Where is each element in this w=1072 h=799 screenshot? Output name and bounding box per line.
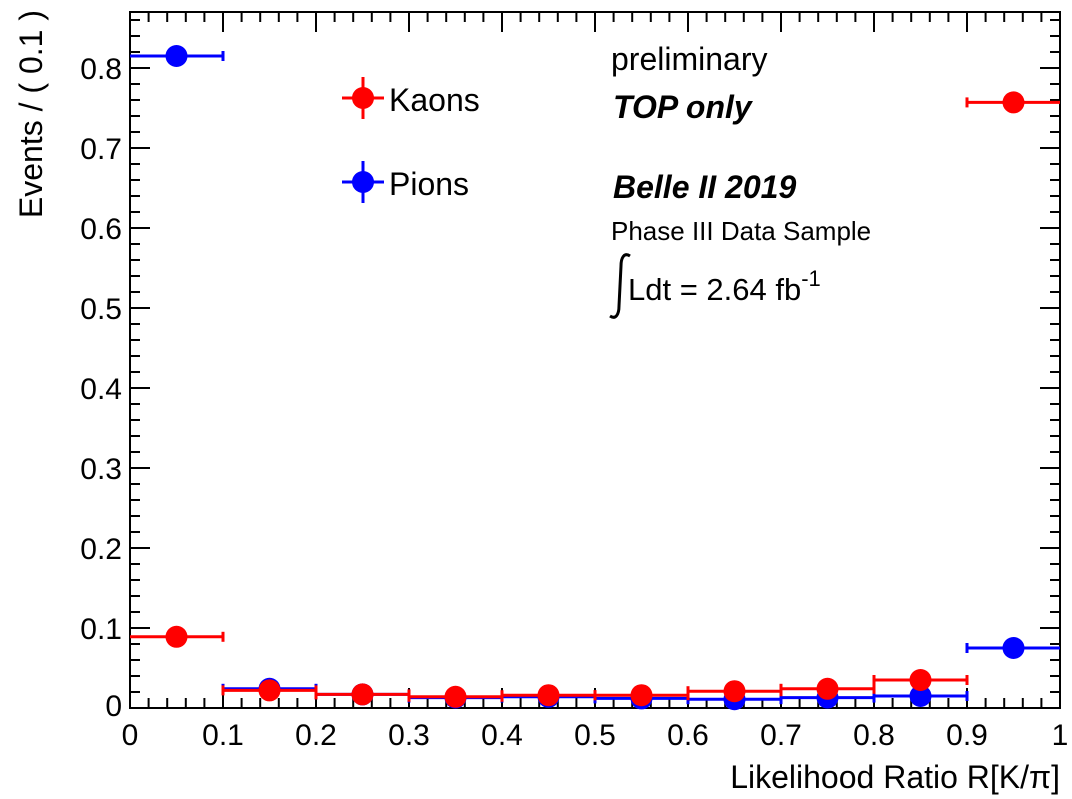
luminosity-exponent: -1 xyxy=(801,266,821,291)
kaons-point xyxy=(444,685,467,708)
y-tick-label: 0.6 xyxy=(80,213,122,246)
axis-ticks-group: 0 0.1 0.2 0.3 0.4 0.5 0.6 0.7 0.8 0.9 1 0 0.1 0.2 0.3 0… xyxy=(80,12,1068,752)
legend-pions-marker xyxy=(352,171,374,193)
legend-entry-pions: Pions xyxy=(342,161,469,203)
experiment-label: Belle II 2019 xyxy=(613,169,796,205)
legend: Kaons Pions xyxy=(342,77,480,203)
pions-point xyxy=(165,45,188,67)
legend-pions-label: Pions xyxy=(389,166,469,202)
kaons-point xyxy=(630,684,653,707)
y-tick-label: 0.4 xyxy=(80,373,122,406)
x-tick-label: 0.5 xyxy=(574,719,616,752)
kaons-point xyxy=(537,684,560,707)
x-tick-label: 0.2 xyxy=(295,719,337,752)
y-tick-label: 0 xyxy=(105,690,122,723)
y-tick-label: 0.3 xyxy=(80,453,122,486)
y-tick-label: 0.5 xyxy=(80,293,122,326)
pions-point xyxy=(909,685,932,707)
data-points-group xyxy=(130,45,1060,711)
legend-kaons-marker xyxy=(352,87,374,109)
x-tick-label: 0.8 xyxy=(853,719,895,752)
y-tick-label: 0.8 xyxy=(80,53,122,86)
kaons-point xyxy=(1002,91,1025,114)
integral-symbol xyxy=(609,253,631,319)
x-tick-label: 1 xyxy=(1052,719,1069,752)
y-axis-title: Events / ( 0.1 ) xyxy=(13,10,49,218)
x-tick-label: 0.1 xyxy=(202,719,244,752)
x-tick-label: 0 xyxy=(122,719,139,752)
legend-entry-kaons: Kaons xyxy=(342,77,480,119)
kaons-point xyxy=(723,680,746,703)
x-axis-title: Likelihood Ratio R[K/π] xyxy=(730,759,1060,795)
x-tick-label: 0.4 xyxy=(481,719,523,752)
plot-frame xyxy=(129,11,1061,709)
kaons-point xyxy=(258,679,281,702)
kaons-point xyxy=(909,669,932,691)
pions-point xyxy=(1002,637,1025,659)
x-tick-label: 0.3 xyxy=(388,719,430,752)
annotations: preliminary TOP only Belle II 2019 Phase… xyxy=(609,41,871,319)
kaons-point xyxy=(351,683,374,706)
x-tick-label: 0.6 xyxy=(667,719,709,752)
top-only-label: TOP only xyxy=(613,89,754,125)
kaons-point xyxy=(165,625,188,648)
luminosity-text: Ldt = 2.64 fb xyxy=(628,272,801,307)
y-tick-label: 0.2 xyxy=(80,533,122,566)
data-sample-label: Phase III Data Sample xyxy=(611,216,871,246)
kaons-point xyxy=(816,677,839,700)
y-tick-label: 0.7 xyxy=(80,133,122,166)
x-tick-label: 0.7 xyxy=(760,719,802,752)
preliminary-label: preliminary xyxy=(611,41,767,77)
legend-kaons-label: Kaons xyxy=(389,82,480,118)
plot-frame-group xyxy=(129,11,1061,709)
y-tick-label: 0.1 xyxy=(80,613,122,646)
x-tick-label: 0.9 xyxy=(946,719,988,752)
luminosity-label: Ldt = 2.64 fb-1 xyxy=(628,266,821,307)
